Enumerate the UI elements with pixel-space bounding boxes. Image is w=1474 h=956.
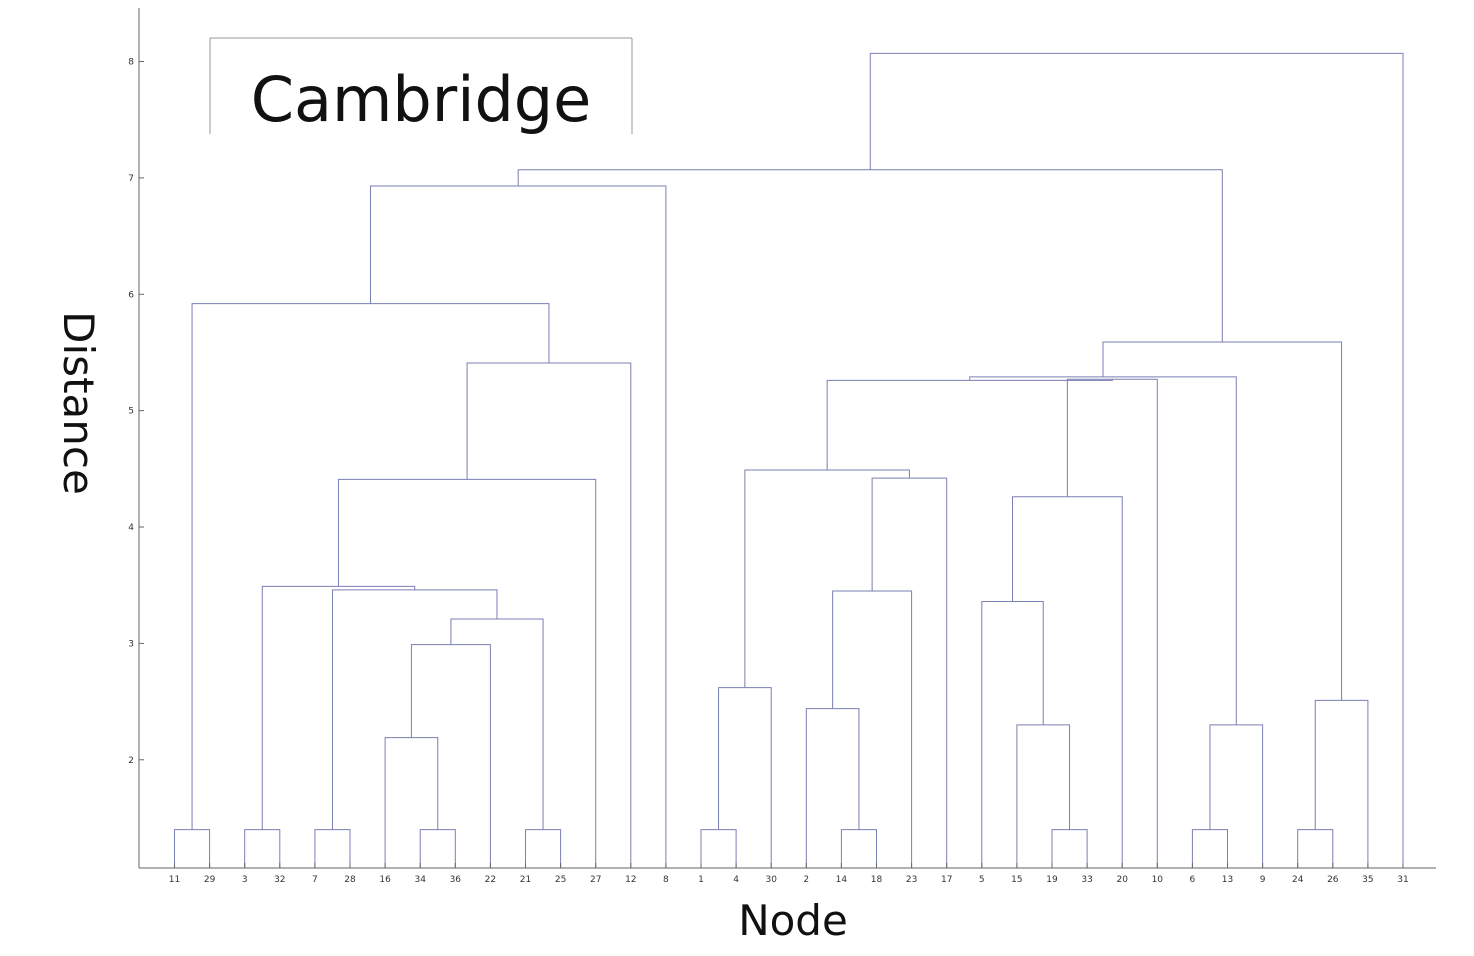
dendrogram-link-32	[1102, 341, 1343, 701]
x-ticks: 11 29 3 32 7 28 16 34 36 22 21 25 27 12 8 1 4 30 2 14 18 23 17…	[169, 863, 1409, 885]
axes	[138, 8, 1436, 869]
x-tick-label-3: 3	[242, 875, 248, 885]
title-box: Cambridge	[209, 37, 633, 136]
dendrogram-link-1	[244, 829, 281, 868]
dendrogram-link-4	[525, 829, 562, 868]
x-tick-label-20: 20	[1116, 875, 1128, 885]
dendrogram-link-6	[840, 829, 877, 868]
x-tick-label-27: 27	[590, 875, 601, 885]
y-tick-label: 4	[128, 523, 134, 533]
overlay-title: Cambridge	[251, 63, 592, 136]
x-tick-label-14: 14	[836, 875, 848, 885]
dendrogram-link-29	[1209, 724, 1264, 868]
x-tick-label-4: 4	[733, 875, 739, 885]
dendrogram-link-9	[1297, 829, 1334, 868]
dendrogram-link-33	[517, 169, 1223, 342]
x-tick-label-13: 13	[1222, 875, 1233, 885]
x-tick-label-1: 1	[698, 875, 704, 885]
dendrogram-link-8	[1191, 829, 1228, 868]
dendrogram-link-13	[331, 589, 498, 830]
x-tick-label-31: 31	[1397, 875, 1408, 885]
dendrogram-link-3	[419, 829, 456, 868]
y-tick-label: 6	[128, 290, 134, 300]
x-tick-label-16: 16	[379, 875, 391, 885]
dendrogram-link-22	[871, 477, 948, 868]
x-axis-title: Node	[738, 896, 848, 945]
x-tick-label-34: 34	[414, 875, 426, 885]
dendrogram-link-21	[832, 590, 913, 868]
dendrogram-link-30	[969, 376, 1237, 725]
dendrogram-link-11	[410, 644, 491, 868]
dendrogram-link-16	[466, 362, 632, 868]
dendrogram-link-7	[1051, 829, 1088, 868]
dendrogram-link-2	[314, 829, 351, 868]
dendrogram-link-17	[191, 303, 550, 830]
dendrogram-link-31	[1314, 699, 1369, 868]
x-tick-label-7: 7	[312, 875, 318, 885]
dendrogram-link-15	[337, 478, 597, 868]
x-tick-label-24: 24	[1292, 875, 1304, 885]
dendrogram-link-18	[369, 185, 667, 868]
x-tick-label-19: 19	[1046, 875, 1058, 885]
x-tick-label-11: 11	[169, 875, 180, 885]
x-tick-label-2: 2	[803, 875, 809, 885]
dendrogram-link-27	[1066, 378, 1158, 868]
x-tick-label-33: 33	[1081, 875, 1092, 885]
dendrogram-links	[174, 52, 1404, 868]
dendrogram-link-12	[450, 618, 544, 830]
dendrogram-link-25	[981, 601, 1044, 868]
dendrogram-link-34	[869, 52, 1404, 868]
x-tick-label-23: 23	[906, 875, 917, 885]
dendrogram-link-5	[700, 829, 737, 868]
x-tick-label-10: 10	[1152, 875, 1164, 885]
x-tick-label-15: 15	[1011, 875, 1022, 885]
dendrogram-link-26	[1012, 496, 1123, 868]
x-tick-label-35: 35	[1362, 875, 1373, 885]
dendrogram-link-19	[718, 687, 772, 868]
x-tick-label-5: 5	[979, 875, 985, 885]
x-tick-label-29: 29	[204, 875, 216, 885]
x-tick-label-9: 9	[1260, 875, 1266, 885]
x-tick-label-18: 18	[871, 875, 883, 885]
y-tick-label: 8	[128, 58, 134, 68]
x-tick-label-8: 8	[663, 875, 669, 885]
x-tick-label-21: 21	[520, 875, 531, 885]
dendrogram-link-0	[174, 829, 211, 868]
y-tick-label: 3	[128, 639, 134, 649]
x-tick-label-25: 25	[555, 875, 566, 885]
x-tick-label-22: 22	[485, 875, 496, 885]
dendrogram-link-20	[805, 708, 860, 868]
y-axis-title: Distance	[54, 311, 103, 495]
x-tick-label-17: 17	[941, 875, 952, 885]
x-tick-label-30: 30	[765, 875, 777, 885]
x-tick-label-32: 32	[274, 875, 285, 885]
dendrogram-link-14	[261, 585, 416, 830]
x-tick-label-26: 26	[1327, 875, 1339, 885]
x-tick-label-36: 36	[450, 875, 462, 885]
y-tick-label: 5	[128, 407, 134, 417]
y-tick-label: 7	[128, 174, 134, 184]
y-tick-label: 2	[128, 756, 134, 766]
x-tick-label-6: 6	[1190, 875, 1196, 885]
x-tick-label-28: 28	[344, 875, 356, 885]
dendrogram-link-10	[384, 737, 439, 868]
dendrogram-link-24	[1016, 724, 1071, 868]
dendrogram-link-23	[744, 469, 910, 688]
y-ticks: 2 3 4 5 6 7 8	[128, 58, 144, 766]
x-tick-label-12: 12	[625, 875, 636, 885]
dendrogram-link-28	[826, 379, 1113, 471]
